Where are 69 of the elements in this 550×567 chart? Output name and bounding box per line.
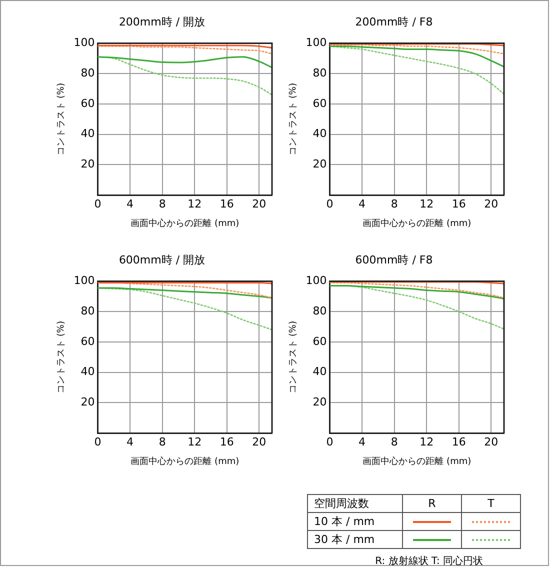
x-tick-label: 20 (252, 197, 266, 210)
y-tick-label: 20 (312, 158, 327, 170)
y-axis-title: コントラスト (%) (56, 82, 67, 156)
text: T (462, 494, 520, 512)
x-tick-label: 4 (126, 435, 134, 448)
x-tick-label: 20 (252, 435, 266, 448)
y-tick-label: 100 (74, 36, 95, 50)
y-tick-label: 80 (312, 66, 327, 80)
x-tick-label: 8 (158, 197, 166, 210)
x-axis-title: 画面中心からの距離 (mm) (130, 456, 240, 467)
y-tick-label: 60 (80, 96, 95, 110)
line-series (330, 285, 504, 300)
y-tick-label: 60 (80, 334, 95, 348)
x-tick-label: 12 (420, 435, 434, 448)
x-tick-label: 0 (94, 197, 102, 210)
text: 10 本 / mm (308, 512, 402, 530)
y-tick-label: 100 (74, 274, 95, 288)
y-tick-label: 100 (306, 36, 327, 50)
y-tick-label: 80 (80, 66, 95, 80)
x-tick-label: 0 (326, 435, 334, 448)
x-tick-label: 20 (484, 197, 498, 210)
x-tick-label: 16 (452, 435, 466, 448)
x-tick-label: 16 (220, 197, 234, 210)
x-tick-label: 16 (452, 197, 466, 210)
chart-title: 200mm時 / F8 (355, 15, 433, 28)
y-tick-label: 40 (312, 365, 327, 378)
text: R (402, 494, 462, 512)
text: 空間周波数 (308, 494, 402, 512)
y-tick-label: 20 (80, 158, 95, 170)
y-tick-label: 20 (312, 396, 327, 408)
x-tick-label: 4 (126, 197, 134, 210)
x-tick-label: 8 (390, 435, 398, 448)
x-tick-label: 8 (158, 435, 166, 448)
y-tick-label: 60 (312, 334, 327, 348)
y-axis-title: コントラスト (%) (288, 320, 299, 394)
chart-title: 600mm時 / F8 (355, 253, 433, 266)
x-tick-label: 12 (188, 197, 202, 210)
line-series (330, 45, 504, 68)
chart-title: 200mm時 / 開放 (118, 15, 206, 28)
y-tick-label: 20 (80, 396, 95, 408)
y-tick-label: 40 (312, 127, 327, 140)
text: R: 放射線状 T: 同心円状 (374, 554, 483, 567)
x-axis-title: 画面中心からの距離 (mm) (130, 218, 240, 229)
x-tick-label: 0 (94, 435, 102, 448)
line-series (98, 56, 272, 68)
x-tick-label: 8 (390, 197, 398, 210)
chart-title: 600mm時 / 開放 (118, 253, 206, 266)
y-tick-label: 60 (312, 96, 327, 110)
y-axis-title: コントラスト (%) (288, 82, 299, 156)
y-axis-title: コントラスト (%) (56, 320, 67, 394)
x-tick-label: 4 (358, 197, 366, 210)
line-series (330, 282, 504, 299)
y-tick-label: 80 (312, 304, 327, 318)
x-tick-label: 0 (326, 197, 334, 210)
x-tick-label: 16 (220, 435, 234, 448)
x-tick-label: 4 (358, 435, 366, 448)
y-tick-label: 40 (80, 127, 95, 140)
line-series (98, 287, 272, 299)
x-tick-label: 12 (420, 197, 434, 210)
text: 30 本 / mm (308, 530, 402, 548)
y-tick-label: 80 (80, 304, 95, 318)
x-tick-label: 20 (484, 435, 498, 448)
x-axis-title: 画面中心からの距離 (mm) (362, 218, 472, 229)
line-series (330, 44, 504, 54)
x-tick-label: 12 (188, 435, 202, 448)
y-tick-label: 40 (80, 365, 95, 378)
x-axis-title: 画面中心からの距離 (mm) (362, 456, 472, 467)
line-series (98, 46, 272, 54)
y-tick-label: 100 (306, 274, 327, 288)
